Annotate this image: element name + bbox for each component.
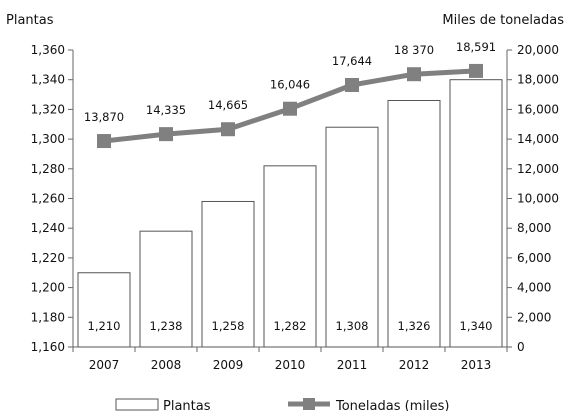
bar-plantas <box>201 200 255 348</box>
line-point-marker <box>159 127 173 142</box>
right-tick-label: 14,000 <box>517 132 559 146</box>
x-tick-label: 2007 <box>89 358 120 372</box>
left-tick-label: 1,160 <box>31 340 65 354</box>
right-tick-label: 2,000 <box>517 310 551 324</box>
bar-plantas <box>449 79 503 348</box>
line-point-marker <box>345 77 359 92</box>
right-tick-label: 12,000 <box>517 162 559 176</box>
bar-data-label: 1,238 <box>150 319 183 333</box>
left-tick-label: 1,300 <box>31 132 65 146</box>
line-point-marker <box>221 122 235 137</box>
bar-plantas <box>139 230 193 348</box>
legend-label-plantas: Plantas <box>163 399 211 411</box>
line-data-label: 13,870 <box>84 110 124 124</box>
left-tick-label: 1,220 <box>31 251 65 265</box>
left-tick-label: 1,180 <box>31 310 65 324</box>
line-data-label: 18 370 <box>394 43 434 57</box>
left-tick-label: 1,340 <box>31 73 65 87</box>
left-tick-label: 1,240 <box>31 221 65 235</box>
left-tick-label: 1,260 <box>31 192 65 206</box>
line-point-marker <box>469 63 483 78</box>
line-data-label: 14,335 <box>146 103 186 117</box>
legend-swatch-toneladas-marker <box>303 398 315 410</box>
plot-area: 1,160 1,180 1,200 1,220 1,240 1,260 1,280 1,300… <box>31 40 559 372</box>
right-tick-label: 10,000 <box>517 192 559 206</box>
line-point-marker <box>407 67 421 82</box>
left-axis-title: Plantas <box>6 13 54 28</box>
line-point-marker <box>283 101 297 116</box>
line-data-label: 18,591 <box>456 40 496 54</box>
left-tick-label: 1,200 <box>31 281 65 295</box>
right-tick-label: 0 <box>517 340 525 354</box>
bar-plantas <box>325 126 379 348</box>
right-tick-label: 8,000 <box>517 221 551 235</box>
right-tick-label: 4,000 <box>517 281 551 295</box>
left-tick-label: 1,360 <box>31 43 65 57</box>
legend-swatch-plantas <box>115 398 159 411</box>
bar-data-label: 1,308 <box>336 319 369 333</box>
left-tick-label: 1,320 <box>31 102 65 116</box>
x-tick-label: 2009 <box>213 358 244 372</box>
right-tick-label: 16,000 <box>517 102 559 116</box>
bar-data-label: 1,210 <box>88 319 121 333</box>
right-tick-label: 6,000 <box>517 251 551 265</box>
line-data-label: 16,046 <box>270 78 310 92</box>
bar-data-label: 1,326 <box>398 319 431 333</box>
left-tick-label: 1,280 <box>31 162 65 176</box>
x-tick-label: 2013 <box>461 358 492 372</box>
x-tick-label: 2012 <box>399 358 430 372</box>
x-tick-label: 2008 <box>151 358 182 372</box>
line-point-marker <box>97 134 111 149</box>
legend-label-toneladas: Toneladas (miles) <box>335 399 449 411</box>
bar-plantas <box>263 165 317 348</box>
right-tick-label: 18,000 <box>517 73 559 87</box>
right-axis-title: Miles de toneladas <box>442 13 564 28</box>
line-data-label: 17,644 <box>332 54 372 68</box>
line-data-label: 14,665 <box>208 98 248 112</box>
bar-data-label: 1,340 <box>460 319 493 333</box>
right-tick-label: 20,000 <box>517 43 559 57</box>
legend: Plantas Toneladas (miles) <box>115 398 449 414</box>
x-tick-label: 2010 <box>275 358 306 372</box>
bar-plantas <box>77 272 131 348</box>
bar-data-label: 1,282 <box>274 319 307 333</box>
bar-data-label: 1,258 <box>212 319 245 333</box>
x-tick-label: 2011 <box>337 358 368 372</box>
bar-plantas <box>387 99 441 348</box>
